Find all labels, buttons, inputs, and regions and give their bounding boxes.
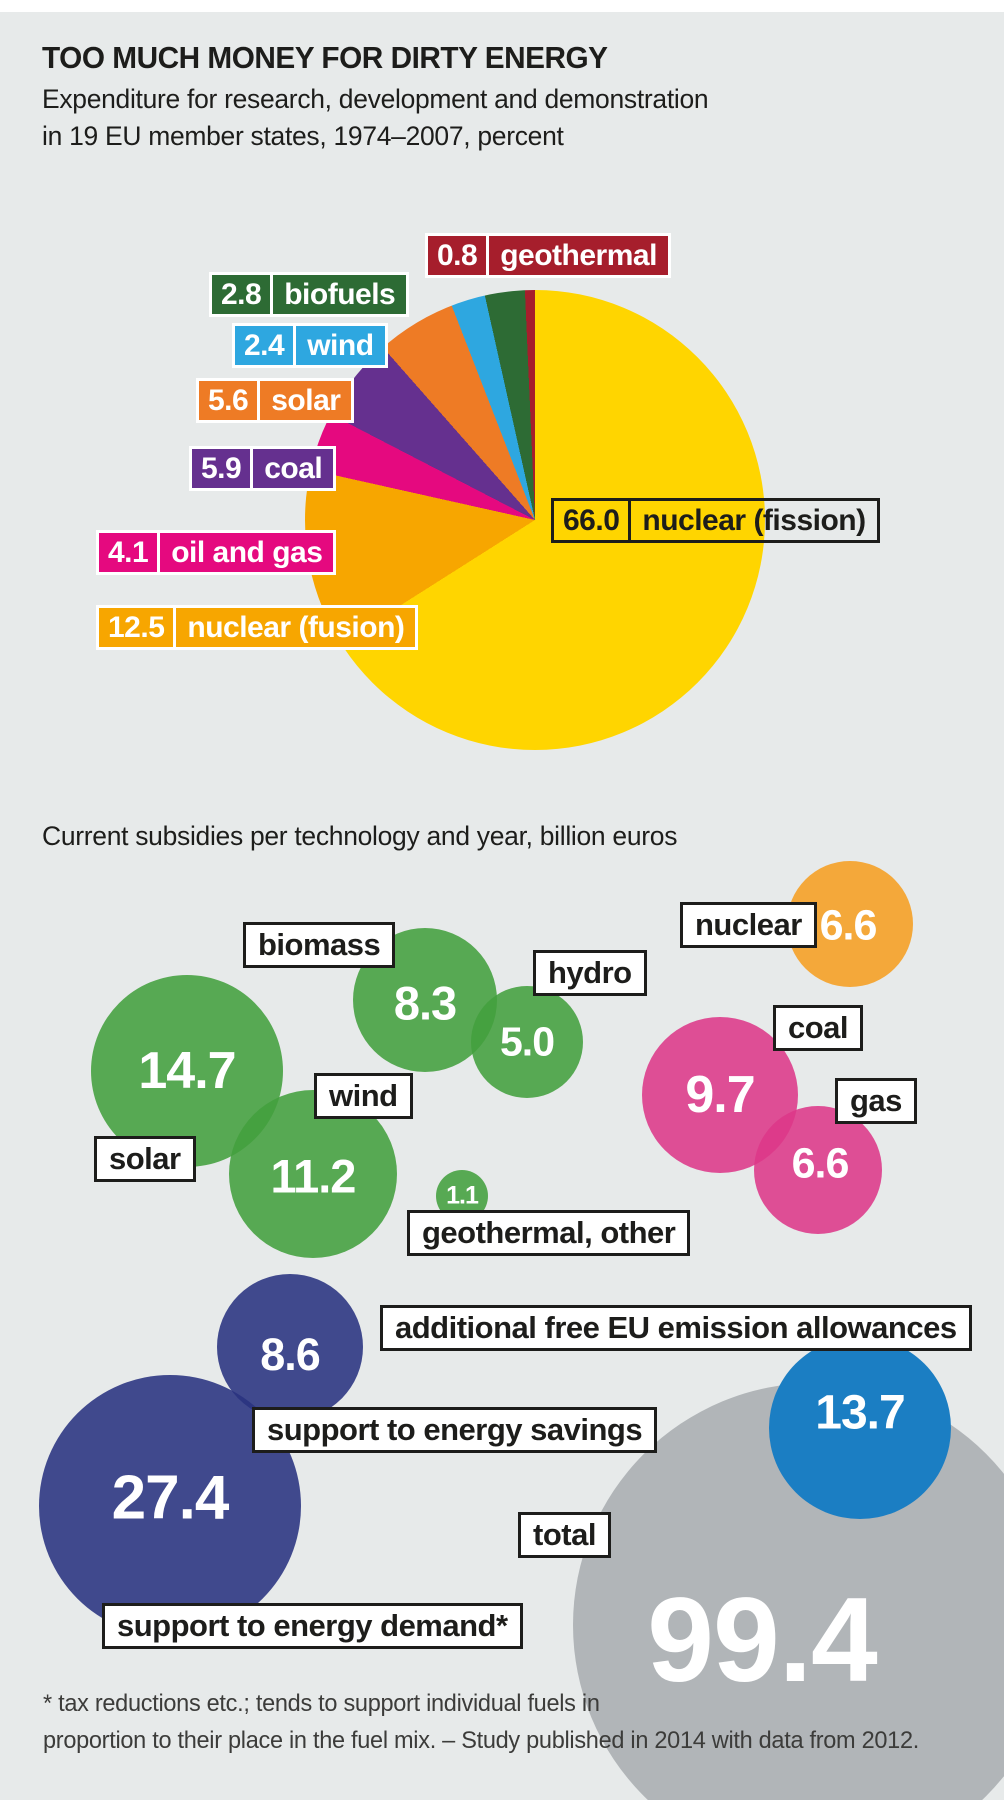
bubble-label-support-to-energy-savings: support to energy savings [252,1407,658,1453]
bubble-label-additional-free-EU-emission-allowances: additional free EU emission allowances [380,1305,972,1351]
pie-label-name: wind [293,326,384,365]
pie-label-value: 2.8 [221,277,262,311]
page-title: TOO MUCH MONEY FOR DIRTY ENERGY [42,40,608,75]
pie-label-value: 66.0 [563,503,620,537]
bubble-value-nuclear: 6.6 [819,901,878,950]
bubble-value-total: 99.4 [647,1573,878,1707]
pie-label-nuclear-fusion-: 12.5 nuclear (fusion) [96,605,419,650]
pie-label-name: nuclear (fusion) [173,608,415,647]
bubble-label-hydro: hydro [533,950,647,996]
bubble-additional-free-EU-emission-allowances [769,1337,951,1519]
bubble-value-coal: 9.7 [685,1066,755,1124]
bubble-value-support-to-energy-savings: 8.6 [260,1329,321,1380]
pie-label-value: 12.5 [108,610,165,644]
bubble-value-additional-free-EU-emission-allowances: 13.7 [815,1386,905,1440]
top-margin-strip [0,0,1004,12]
pie-label-wind: 2.4 wind [232,323,388,368]
pie-label-name: solar [257,381,351,420]
pie-label-name: oil and gas [157,533,333,572]
bubble-value-solar: 14.7 [138,1042,236,1100]
bubble-value-support-to-energy-demand-: 27.4 [111,1463,230,1533]
pie-label-nuclear-fission-: 66.0 nuclear (fission) [551,498,880,543]
pie-label-biofuels: 2.8 biofuels [209,272,410,317]
bubble-label-nuclear: nuclear [680,902,817,948]
pie-label-oil-and-gas: 4.1 oil and gas [96,530,337,575]
footnote-line1: * tax reductions etc.; tends to support … [43,1690,600,1717]
bubble-label-support-to-energy-demand-: support to energy demand* [102,1603,523,1649]
pie-label-name: biofuels [270,275,406,314]
pie-label-value: 4.1 [108,535,149,569]
bubble-label-gas: gas [835,1078,917,1124]
pie-label-name: coal [250,449,333,488]
pie-label-solar: 5.6 solar [196,378,355,423]
pie-label-value: 0.8 [437,238,478,272]
bubble-chart-title: Current subsidies per technology and yea… [42,821,678,851]
pie-label-geothermal: 0.8 geothermal [425,233,671,278]
pie-label-value: 2.4 [244,328,285,362]
bubble-label-geothermal-other: geothermal, other [407,1210,691,1256]
pie-label-value: 5.9 [201,451,242,485]
bubble-value-biomass: 8.3 [393,976,457,1030]
bubble-hydro [471,986,583,1098]
pie-label-coal: 5.9 coal [189,446,337,491]
bubble-value-gas: 6.6 [791,1139,850,1188]
bubble-value-geothermal-other: 1.1 [446,1181,479,1210]
bubble-label-solar: solar [94,1136,196,1182]
pie-label-value: 5.6 [208,383,249,417]
pie-label-name: geothermal [486,236,668,275]
footnote-line2: proportion to their place in the fuel mi… [43,1727,919,1754]
bubble-gas [754,1106,882,1234]
bubble-label-total: total [518,1512,611,1558]
bubble-value-wind: 11.2 [270,1149,357,1203]
subtitle-line1: Expenditure for research, development an… [42,84,709,114]
bubble-label-biomass: biomass [243,922,396,968]
bubble-value-hydro: 5.0 [500,1018,555,1065]
bubble-label-coal: coal [773,1005,864,1051]
pie-label-name: nuclear (fission) [628,501,876,540]
bubble-label-wind: wind [314,1073,413,1119]
subtitle-line2: in 19 EU member states, 1974–2007, perce… [42,121,564,151]
